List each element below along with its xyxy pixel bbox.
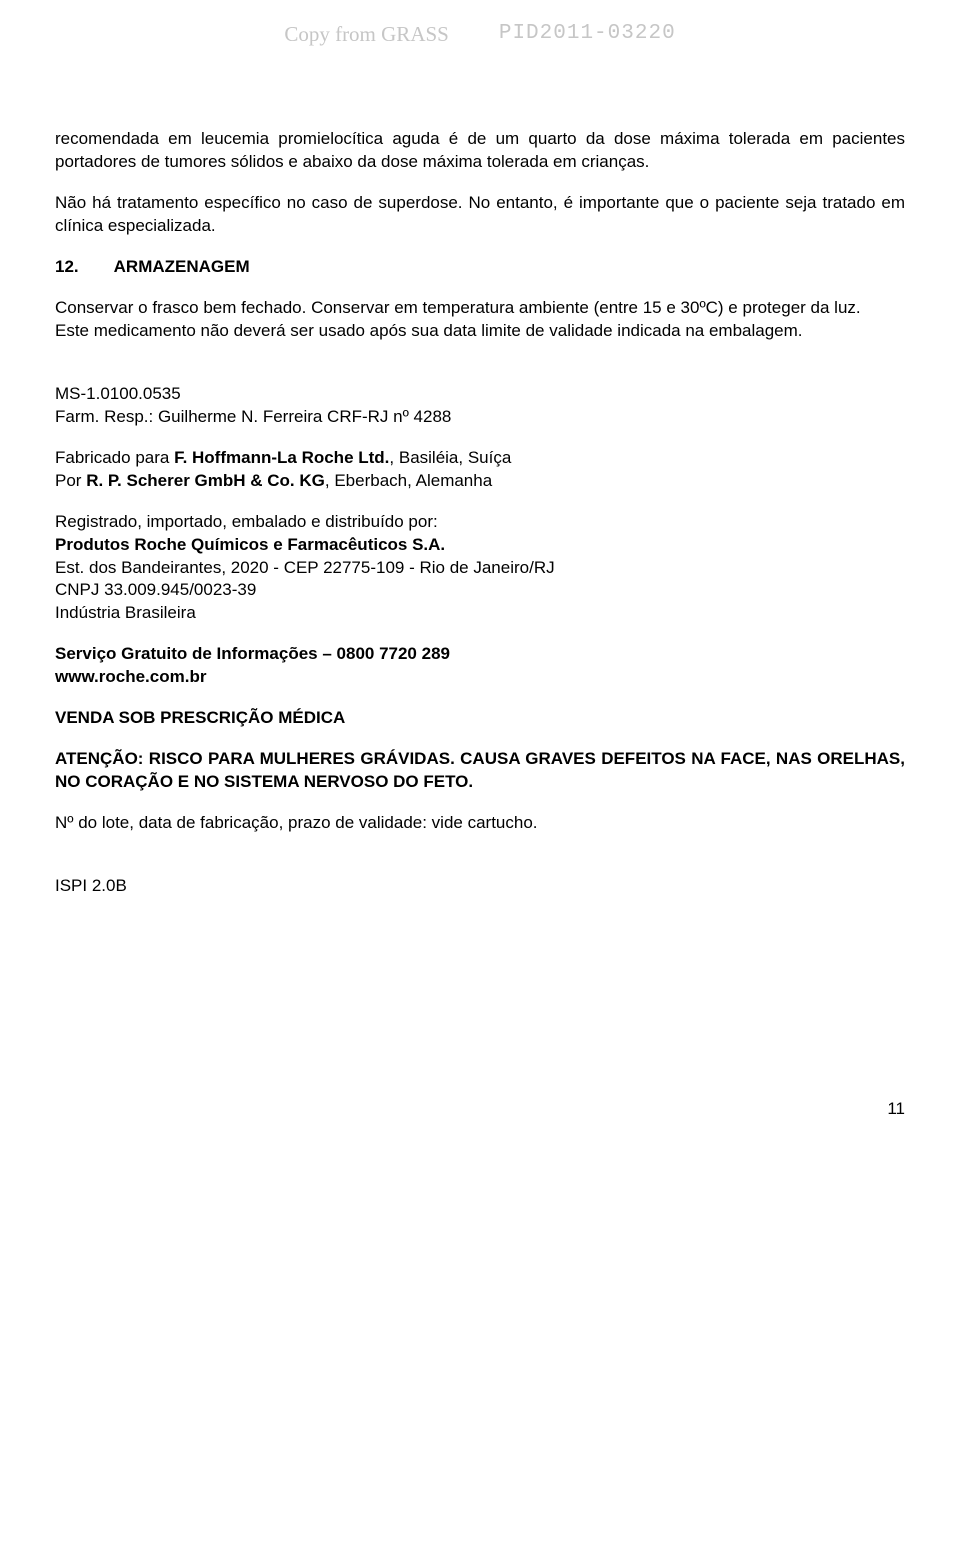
paragraph-dose: recomendada em leucemia promielocítica a… [55, 128, 905, 174]
section-12-heading: 12. ARMAZENAGEM [55, 256, 905, 279]
paragraph-expiry: Este medicamento não deverá ser usado ap… [55, 320, 905, 343]
registered-by-label: Registrado, importado, embalado e distri… [55, 511, 905, 534]
batch-info: Nº do lote, data de fabricação, prazo de… [55, 812, 905, 835]
company-cnpj: CNPJ 33.009.945/0023-39 [55, 579, 905, 602]
ispi-code: ISPI 2.0B [55, 875, 905, 898]
header-left: Copy from GRASS [284, 20, 449, 48]
storage-text-1: Conservar o frasco bem fechado. Conserva… [55, 298, 861, 317]
paragraph-storage: Conservar o frasco bem fechado. Conserva… [55, 297, 905, 320]
fab-prefix-2: Por [55, 471, 86, 490]
fab-company-1: F. Hoffmann-La Roche Ltd. [174, 448, 389, 467]
manufactured-by: Por R. P. Scherer GmbH & Co. KG, Eberbac… [55, 470, 905, 493]
header-right: PID2011-03220 [499, 20, 676, 48]
ms-block: MS-1.0100.0535 Farm. Resp.: Guilherme N.… [55, 383, 905, 429]
paragraph-overdose: Não há tratamento específico no caso de … [55, 192, 905, 238]
page-header: Copy from GRASS PID2011-03220 [55, 20, 905, 48]
registration-block: Registrado, importado, embalado e distri… [55, 511, 905, 626]
document-page: Copy from GRASS PID2011-03220 recomendad… [0, 0, 960, 1151]
service-phone: Serviço Gratuito de Informações – 0800 7… [55, 643, 905, 666]
industry-origin: Indústria Brasileira [55, 602, 905, 625]
manufactured-for: Fabricado para F. Hoffmann-La Roche Ltd.… [55, 447, 905, 470]
company-name: Produtos Roche Químicos e Farmacêuticos … [55, 534, 905, 557]
pharmacist-resp: Farm. Resp.: Guilherme N. Ferreira CRF-R… [55, 406, 905, 429]
company-address: Est. dos Bandeirantes, 2020 - CEP 22775-… [55, 557, 905, 580]
fab-prefix-1: Fabricado para [55, 448, 174, 467]
pregnancy-warning: ATENÇÃO: RISCO PARA MULHERES GRÁVIDAS. C… [55, 748, 905, 794]
service-block: Serviço Gratuito de Informações – 0800 7… [55, 643, 905, 689]
prescription-notice: VENDA SOB PRESCRIÇÃO MÉDICA [55, 707, 905, 730]
ms-number: MS-1.0100.0535 [55, 383, 905, 406]
page-number: 11 [55, 1098, 905, 1121]
section-title: ARMAZENAGEM [114, 257, 250, 276]
manufacturer-block: Fabricado para F. Hoffmann-La Roche Ltd.… [55, 447, 905, 493]
section-number: 12. [55, 256, 79, 279]
fab-location-1: , Basiléia, Suíça [389, 448, 511, 467]
fab-location-2: , Eberbach, Alemanha [325, 471, 492, 490]
fab-company-2: R. P. Scherer GmbH & Co. KG [86, 471, 325, 490]
website: www.roche.com.br [55, 666, 905, 689]
